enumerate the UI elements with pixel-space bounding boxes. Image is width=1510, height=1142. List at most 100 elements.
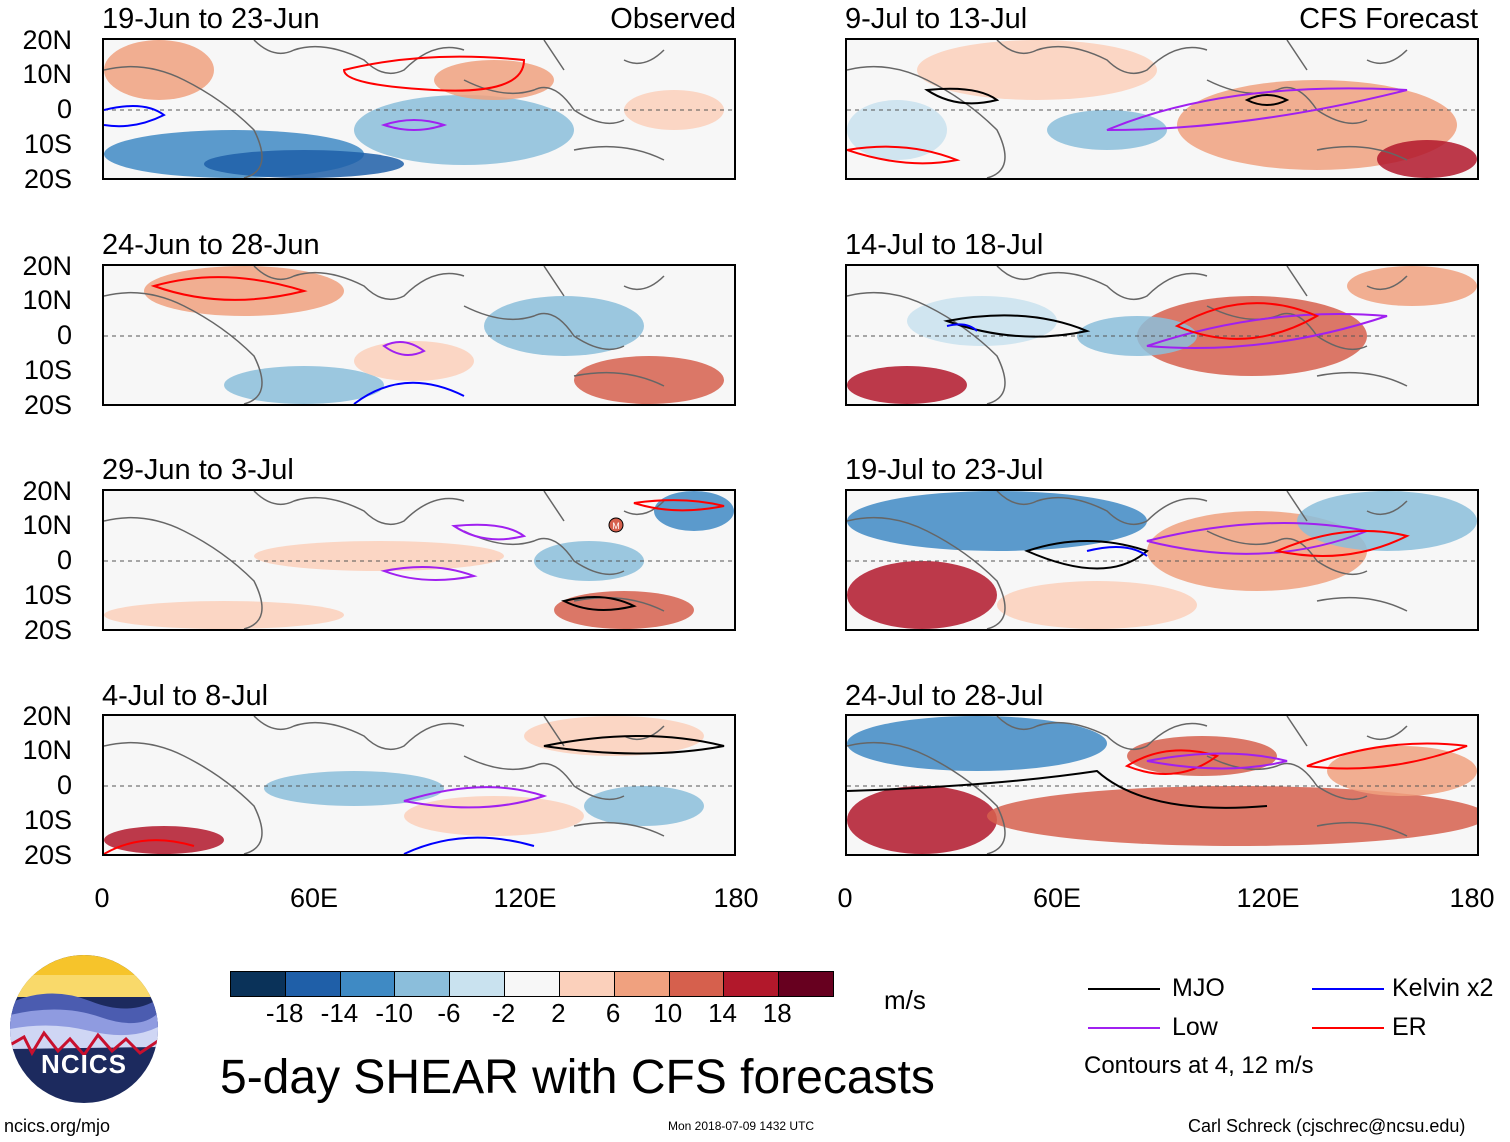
- lon-label-left-180: 180: [713, 883, 759, 913]
- colorbar-swatch: [340, 972, 396, 996]
- colorbar-swatch: [724, 972, 780, 996]
- colorbar-units: m/s: [884, 985, 926, 1015]
- shear-shade: [404, 796, 584, 836]
- panel-title-right-2: 14-Jul to 18-Jul: [845, 229, 1044, 261]
- shear-shade: [264, 771, 444, 806]
- lat-label-row1-3: 10S: [23, 129, 72, 159]
- map-panel-left-4: [102, 714, 736, 856]
- wave-contour: [342, 55, 526, 92]
- shear-map: [104, 40, 734, 178]
- shear-shade: [1377, 140, 1477, 178]
- lat-label-row2-0: 20N: [22, 251, 72, 281]
- wave-contour: [1244, 94, 1290, 106]
- colorbar-tick: 18: [762, 998, 792, 1028]
- shear-shade: [204, 150, 404, 178]
- colorbar-swatch: [285, 972, 341, 996]
- lat-label-row1-1: 10N: [22, 59, 72, 89]
- lat-label-row1-0: 20N: [22, 25, 72, 55]
- colorbar-swatch: [559, 972, 615, 996]
- colorbar-tick: 14: [708, 998, 737, 1028]
- shear-shade: [847, 366, 967, 404]
- map-panel-right-1: [845, 38, 1479, 180]
- panel-title-right-3: 19-Jul to 23-Jul: [845, 454, 1044, 486]
- lat-label-row4-0: 20N: [22, 701, 72, 731]
- map-panel-left-1: [102, 38, 736, 180]
- shear-shade: [354, 341, 474, 381]
- footer-link[interactable]: ncics.org/mjo: [4, 1116, 111, 1136]
- lat-label-row1-4: 20S: [23, 164, 72, 194]
- storm-marker-label: M: [612, 521, 620, 531]
- wave-contour: [403, 786, 548, 809]
- lat-label-row3-2: 0: [56, 545, 72, 575]
- wave-contour: [924, 87, 1000, 105]
- shear-shade: [997, 581, 1197, 629]
- lon-label-right-180: 180: [1449, 883, 1495, 913]
- lat-label-row4-1: 10N: [22, 735, 72, 765]
- shear-shade: [847, 786, 997, 854]
- wave-contour: [1024, 540, 1149, 570]
- lat-label-row2-3: 10S: [23, 355, 72, 385]
- shear-shade: [224, 366, 384, 404]
- lat-label-row4-2: 0: [56, 770, 72, 800]
- colorbar-tick: -6: [437, 998, 461, 1028]
- colorbar-swatch: [614, 972, 670, 996]
- lon-label-right-0: 0: [837, 883, 853, 913]
- coastline: [104, 40, 665, 178]
- shear-shade: [434, 60, 554, 100]
- shear-map: M: [104, 491, 734, 629]
- map-panel-right-4: [845, 714, 1479, 856]
- colorbar-swatch: [505, 972, 560, 996]
- shear-shade: [1327, 746, 1477, 796]
- shear-shade: [584, 786, 704, 826]
- wave-contour: [1174, 302, 1320, 340]
- wave-contour: [543, 735, 725, 755]
- shear-shade: [847, 561, 997, 629]
- lat-label-row2-4: 20S: [23, 390, 72, 420]
- legend-line-er: [1312, 1027, 1384, 1029]
- lat-label-row3-0: 20N: [22, 476, 72, 506]
- shear-shade: [847, 716, 1107, 771]
- wave-contour: [451, 523, 527, 541]
- colorbar-swatch: [395, 972, 451, 996]
- logo-text: NCICS: [41, 1049, 127, 1079]
- lon-label-left-0: 0: [94, 883, 110, 913]
- shear-map: [104, 266, 734, 404]
- shear-shade: [554, 591, 694, 629]
- lon-label-right-120e: 120E: [1236, 883, 1300, 913]
- legend-label-er: ER: [1392, 1013, 1427, 1041]
- legend-line-low: [1088, 1027, 1160, 1029]
- legend-note: Contours at 4, 12 m/s: [1084, 1052, 1314, 1079]
- lat-label-row1-2: 0: [56, 94, 72, 124]
- lat-label-row2-2: 0: [56, 320, 72, 350]
- wave-contour: [1273, 530, 1410, 557]
- panel-title-right-1: 9-Jul to 13-Jul: [845, 3, 1028, 35]
- lat-label-row3-3: 10S: [23, 580, 72, 610]
- legend-line-mjo: [1088, 988, 1160, 990]
- shear-shade: [987, 786, 1477, 846]
- shear-shade: [1127, 736, 1277, 776]
- panel-title-left-2: 24-Jun to 28-Jun: [102, 229, 320, 261]
- wave-contour: [633, 499, 725, 512]
- colorbar-tick: 6: [605, 998, 621, 1028]
- lon-label-left-60e: 60E: [289, 883, 339, 913]
- shear-shade: [654, 491, 734, 531]
- shear-map: [847, 491, 1477, 629]
- wave-contour: [847, 145, 961, 165]
- colorbar-swatch: [779, 972, 833, 996]
- wave-contour: [1146, 752, 1288, 770]
- shear-map: [847, 266, 1477, 404]
- shear-map: [847, 40, 1477, 178]
- shear-shade: [534, 541, 644, 581]
- colorbar: [230, 971, 834, 997]
- lat-label-row4-4: 20S: [23, 840, 72, 870]
- cfs-forecast-label: CFS Forecast: [1299, 3, 1478, 35]
- shear-shade: [254, 541, 504, 571]
- wave-contour: [1146, 313, 1388, 349]
- page-title: 5-day SHEAR with CFS forecasts: [220, 1051, 935, 1104]
- coastline: [104, 716, 665, 854]
- colorbar-swatch: [231, 972, 286, 996]
- wave-contour: [382, 341, 426, 356]
- colorbar-tick: -14: [320, 998, 359, 1028]
- shear-map: [104, 716, 734, 854]
- shear-shade: [1177, 80, 1457, 170]
